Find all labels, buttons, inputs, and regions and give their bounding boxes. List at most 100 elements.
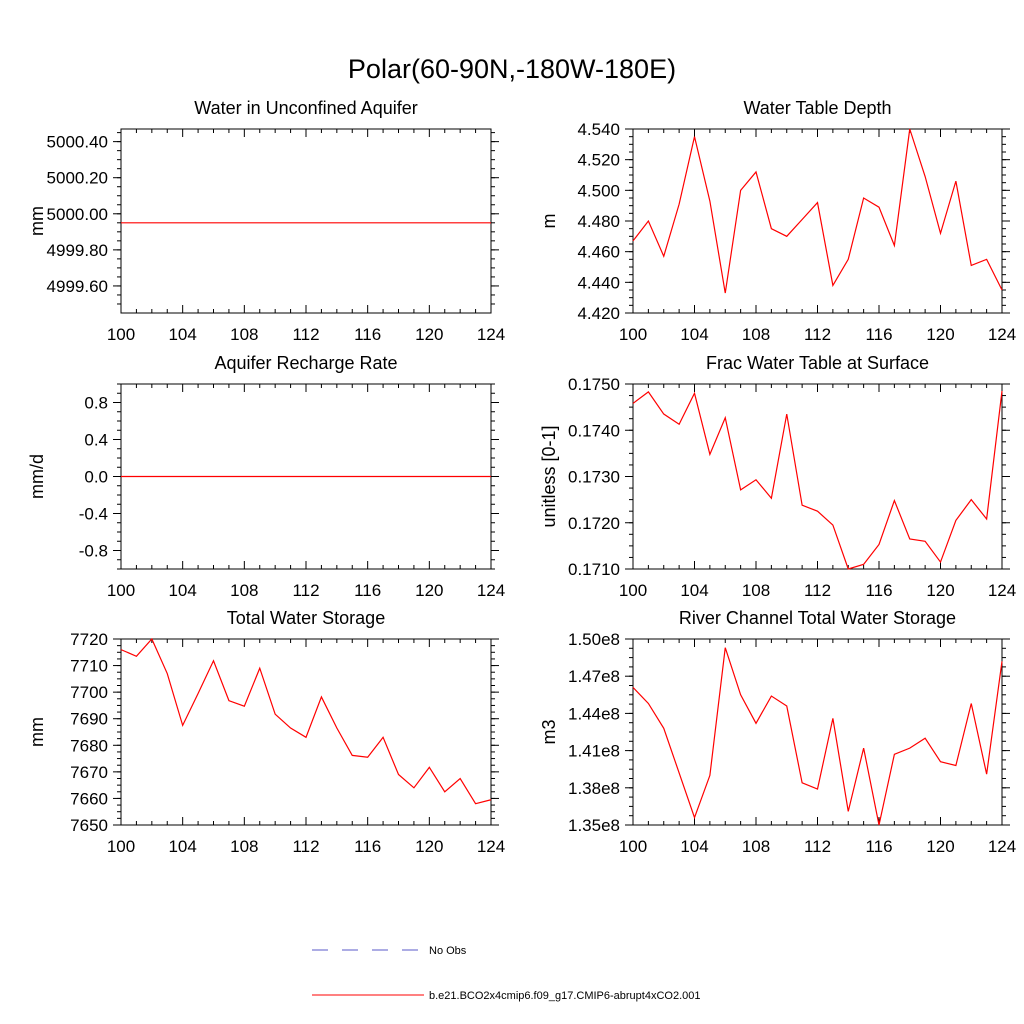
chart-panel-6: 100 104 108 112 116 120 124 1.35e8 1.38e8 1.41e8 1… — [539, 608, 1016, 856]
x-tick-label: 112 — [804, 837, 831, 856]
chart-panel-2: 100 104 108 112 116 120 124 4.420 4.440 4.460 4.48… — [539, 98, 1016, 344]
y-tick-label: 1.50e8 — [568, 630, 620, 649]
y-tick-label: 0.1750 — [568, 375, 620, 394]
y-axis-label: mm — [27, 206, 47, 236]
legend: No Obs b.e21.BCO2x4cmip6.f09_g17.CMIP6-a… — [312, 945, 701, 1002]
series-line-1 — [120, 637, 492, 805]
x-tick-label: 120 — [415, 581, 443, 600]
y-tick-label: 7670 — [70, 763, 108, 782]
y-tick-label: 1.47e8 — [568, 667, 620, 686]
y-tick-label: 1.35e8 — [568, 816, 620, 835]
panel-title: Aquifer Recharge Rate — [214, 353, 397, 373]
legend-model-label: b.e21.BCO2x4cmip6.f09_g17.CMIP6-abrupt4x… — [429, 990, 701, 1002]
x-tick-label: 108 — [742, 325, 770, 344]
y-tick-label: 7720 — [70, 630, 108, 649]
series-line-1 — [632, 647, 1003, 826]
chart-panel-1: 100 104 108 112 116 120 124 4999.60 4999.80 5000.… — [27, 98, 505, 344]
chart-panel-5: 100 104 108 112 116 120 124 7650 7660 7670 7680 769… — [27, 608, 505, 856]
x-tick-label: 120 — [926, 837, 954, 856]
y-tick-label: 4.500 — [577, 181, 620, 200]
y-tick-label: 0.1720 — [568, 514, 620, 533]
x-tick-label: 108 — [230, 581, 258, 600]
x-tick-label: 120 — [415, 325, 443, 344]
y-tick-label: -0.8 — [79, 542, 108, 561]
x-tick-label: 108 — [230, 325, 258, 344]
y-tick-label: 7700 — [70, 683, 108, 702]
x-tick-label: 112 — [292, 837, 319, 856]
x-tick-label: 100 — [619, 581, 647, 600]
panel-title: Water Table Depth — [743, 98, 891, 118]
y-axis-label: m3 — [539, 719, 559, 744]
y-tick-label: 0.4 — [84, 431, 108, 450]
panel-title: Frac Water Table at Surface — [706, 353, 929, 373]
x-tick-label: 124 — [477, 837, 505, 856]
x-tick-label: 104 — [680, 325, 708, 344]
y-tick-label: 7710 — [70, 657, 108, 676]
y-tick-label: 7660 — [70, 789, 108, 808]
y-tick-label: 4999.60 — [47, 277, 108, 296]
x-tick-label: 100 — [619, 837, 647, 856]
x-tick-label: 124 — [477, 325, 505, 344]
x-tick-label: 116 — [865, 581, 892, 600]
x-tick-label: 100 — [107, 837, 135, 856]
chart-panel-3: 100 104 108 112 116 120 124 -0.8 -0.4 0.0 0.4 0.8 Aq… — [27, 353, 505, 600]
figure-title: Polar(60-90N,-180W-180E) — [348, 54, 676, 84]
x-tick-label: 124 — [988, 581, 1016, 600]
panels: 100 104 108 112 116 120 124 4999.60 4999.80 5000.… — [27, 98, 1016, 856]
x-tick-label: 116 — [865, 325, 892, 344]
y-tick-label: 0.1710 — [568, 560, 620, 579]
x-tick-label: 116 — [354, 325, 381, 344]
chart-panel-4: 100 104 108 112 116 120 124 0.1710 0.1720 0.1730 0… — [539, 353, 1016, 600]
y-tick-label: 0.1740 — [568, 421, 620, 440]
x-tick-label: 108 — [742, 837, 770, 856]
x-tick-label: 124 — [988, 837, 1016, 856]
x-tick-label: 112 — [292, 325, 319, 344]
y-tick-label: 4.460 — [577, 243, 620, 262]
plot-frame — [120, 638, 492, 826]
y-tick-label: -0.4 — [79, 505, 108, 524]
x-tick-label: 112 — [804, 325, 831, 344]
plot-frame — [632, 128, 1003, 314]
x-tick-label: 116 — [354, 837, 381, 856]
x-tick-label: 100 — [619, 325, 647, 344]
y-axis-label: mm — [27, 717, 47, 747]
y-tick-label: 5000.40 — [47, 133, 108, 152]
y-tick-label: 1.44e8 — [568, 704, 620, 723]
x-tick-label: 116 — [865, 837, 892, 856]
y-axis-label: mm/d — [27, 454, 47, 499]
y-tick-label: 1.38e8 — [568, 779, 620, 798]
y-tick-label: 7690 — [70, 710, 108, 729]
y-tick-label: 4999.80 — [47, 241, 108, 260]
y-tick-label: 4.420 — [577, 304, 620, 323]
x-tick-label: 120 — [926, 325, 954, 344]
x-tick-label: 104 — [168, 325, 196, 344]
y-tick-label: 0.1730 — [568, 468, 620, 487]
x-tick-label: 104 — [680, 581, 708, 600]
x-tick-label: 124 — [477, 581, 505, 600]
y-tick-label: 4.520 — [577, 151, 620, 170]
y-tick-label: 4.480 — [577, 212, 620, 231]
y-tick-label: 5000.00 — [47, 205, 108, 224]
x-tick-label: 112 — [804, 581, 831, 600]
y-tick-label: 1.41e8 — [568, 742, 620, 761]
x-tick-label: 116 — [354, 581, 381, 600]
x-tick-label: 108 — [230, 837, 258, 856]
y-tick-label: 7650 — [70, 816, 108, 835]
series-line-1 — [632, 128, 1003, 294]
plot-frame — [120, 128, 492, 314]
x-tick-label: 100 — [107, 581, 135, 600]
panel-title: Total Water Storage — [227, 608, 385, 628]
x-tick-label: 100 — [107, 325, 135, 344]
panel-title: River Channel Total Water Storage — [679, 608, 956, 628]
x-tick-label: 120 — [415, 837, 443, 856]
y-tick-label: 5000.20 — [47, 169, 108, 188]
plot-frame — [632, 383, 1003, 570]
x-tick-label: 124 — [988, 325, 1016, 344]
series-line-1 — [632, 390, 1003, 570]
panel-title: Water in Unconfined Aquifer — [194, 98, 417, 118]
x-tick-label: 120 — [926, 581, 954, 600]
y-tick-label: 4.540 — [577, 120, 620, 139]
x-tick-label: 104 — [680, 837, 708, 856]
y-tick-label: 0.8 — [84, 394, 108, 413]
